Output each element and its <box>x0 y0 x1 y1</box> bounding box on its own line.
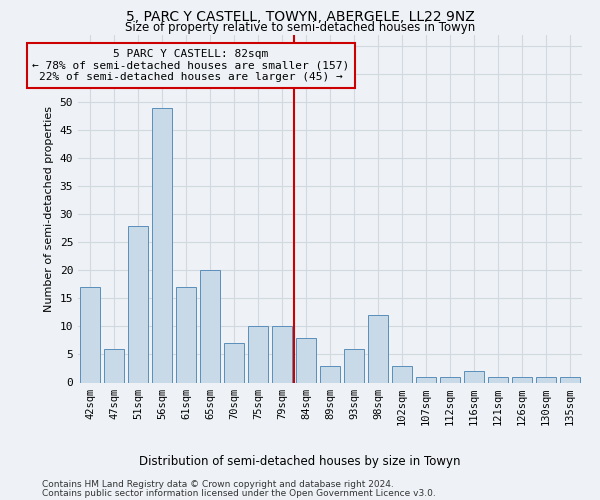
Text: 5 PARC Y CASTELL: 82sqm
← 78% of semi-detached houses are smaller (157)
22% of s: 5 PARC Y CASTELL: 82sqm ← 78% of semi-de… <box>32 49 349 82</box>
Bar <box>344 349 364 382</box>
Bar <box>512 377 532 382</box>
Bar <box>488 377 508 382</box>
Text: Contains public sector information licensed under the Open Government Licence v3: Contains public sector information licen… <box>42 488 436 498</box>
Bar <box>248 326 268 382</box>
Bar <box>80 287 100 382</box>
Text: 5, PARC Y CASTELL, TOWYN, ABERGELE, LL22 9NZ: 5, PARC Y CASTELL, TOWYN, ABERGELE, LL22… <box>125 10 475 24</box>
Bar <box>416 377 436 382</box>
Text: Size of property relative to semi-detached houses in Towyn: Size of property relative to semi-detach… <box>125 22 475 35</box>
Bar <box>392 366 412 382</box>
Text: Contains HM Land Registry data © Crown copyright and database right 2024.: Contains HM Land Registry data © Crown c… <box>42 480 394 489</box>
Bar <box>464 372 484 382</box>
Bar <box>224 344 244 382</box>
Bar <box>536 377 556 382</box>
Bar <box>200 270 220 382</box>
Bar <box>440 377 460 382</box>
Bar <box>128 226 148 382</box>
Bar <box>296 338 316 382</box>
Bar <box>320 366 340 382</box>
Y-axis label: Number of semi-detached properties: Number of semi-detached properties <box>44 106 54 312</box>
Bar <box>272 326 292 382</box>
Bar <box>104 349 124 382</box>
Bar <box>368 315 388 382</box>
Text: Distribution of semi-detached houses by size in Towyn: Distribution of semi-detached houses by … <box>139 455 461 468</box>
Bar <box>176 287 196 382</box>
Bar <box>560 377 580 382</box>
Bar <box>152 108 172 382</box>
